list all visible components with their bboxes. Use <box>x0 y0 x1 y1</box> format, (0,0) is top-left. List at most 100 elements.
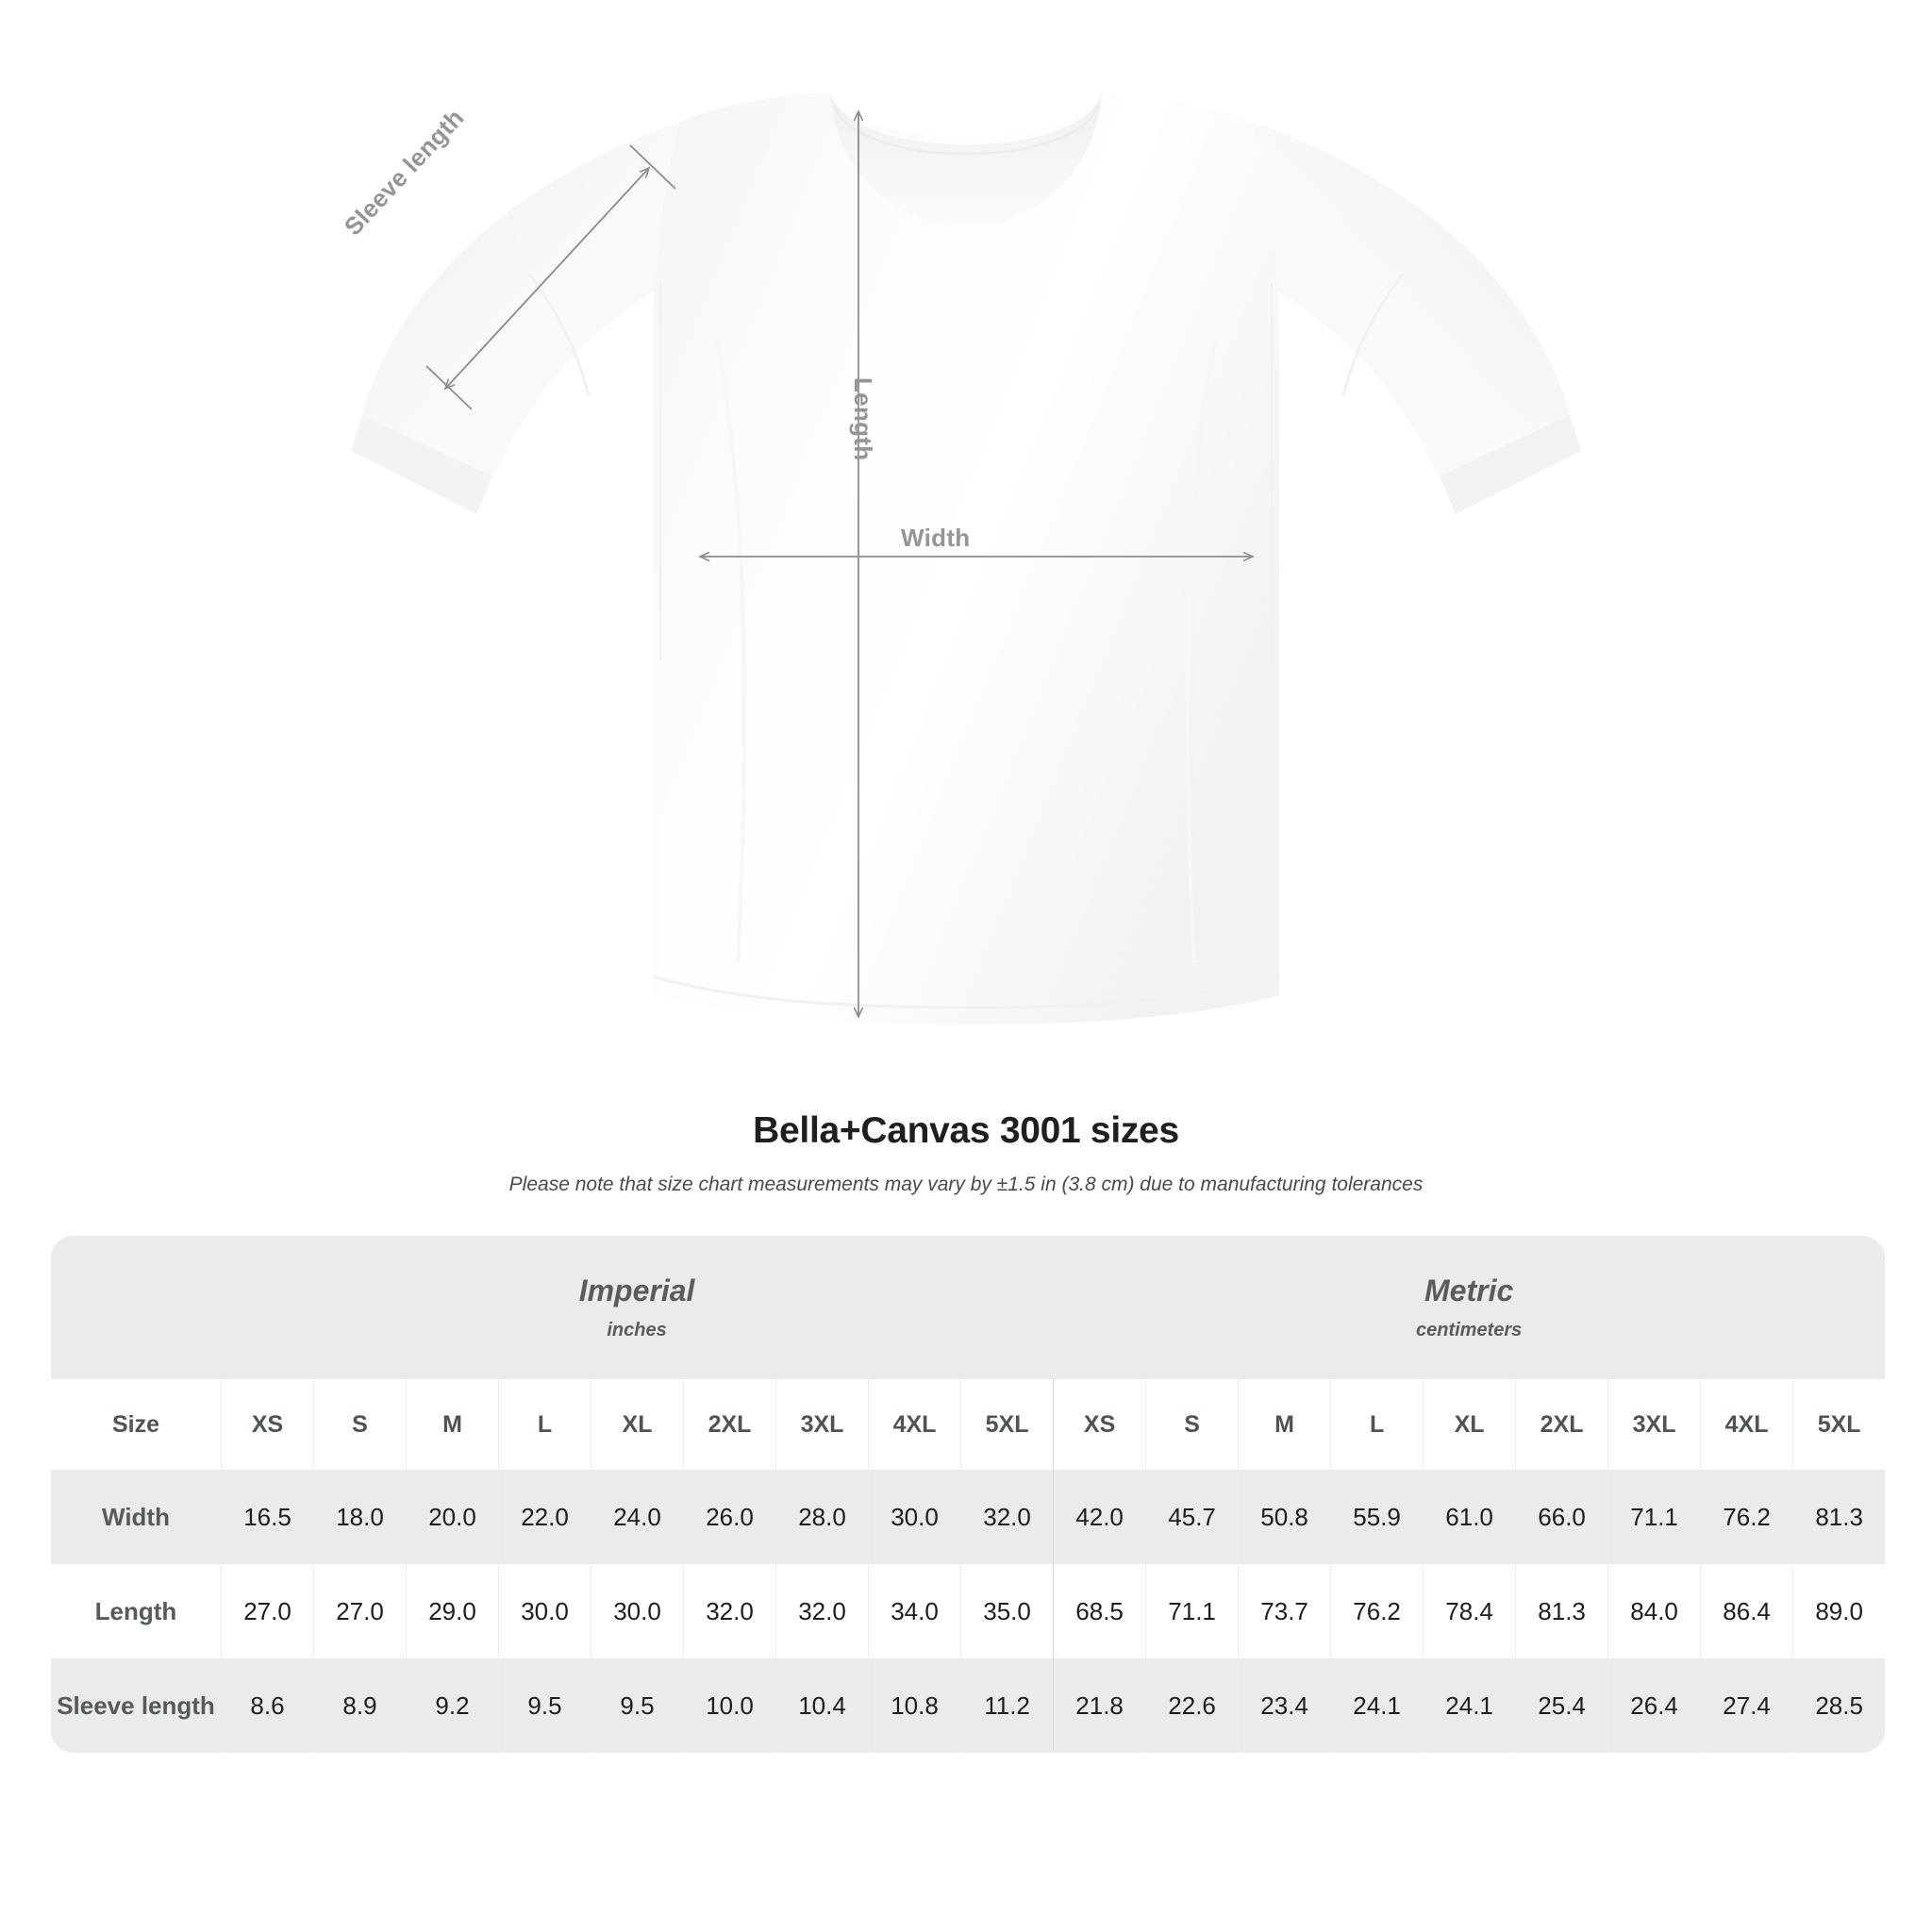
tolerance-note: Please note that size chart measurements… <box>508 1173 1424 1195</box>
size-header-imperial-l: L <box>498 1379 591 1471</box>
measurement-lines <box>425 111 1253 1017</box>
size-table-wrapper: Imperial inches Metric centimeters Size … <box>51 1236 1886 1754</box>
cell-width-imperial-3xl: 28.0 <box>775 1470 868 1565</box>
cell-length-imperial-xs: 27.0 <box>221 1564 313 1659</box>
row-label-width: Width <box>51 1470 221 1565</box>
sleeve-tick-bottom <box>425 365 473 410</box>
cell-sleeve-imperial-5xl: 11.2 <box>960 1658 1054 1754</box>
cell-width-metric-3xl: 71.1 <box>1607 1470 1701 1565</box>
table-row-sleeve-length: Sleeve length 8.6 8.9 9.2 9.5 9.5 10.0 1… <box>51 1658 1886 1754</box>
cell-sleeve-imperial-xs: 8.6 <box>221 1658 313 1754</box>
row-label-length: Length <box>51 1564 221 1659</box>
unit-name-imperial: Imperial <box>578 1274 695 1308</box>
cell-length-imperial-m: 29.0 <box>406 1564 498 1659</box>
sleeve-length-dimension-line <box>445 168 649 389</box>
unit-header-imperial: Imperial inches <box>221 1236 1054 1380</box>
sleeve-tick-top <box>629 144 676 190</box>
cell-width-metric-s: 45.7 <box>1145 1470 1239 1565</box>
unit-header-metric: Metric centimeters <box>1053 1236 1886 1380</box>
cell-width-metric-m: 50.8 <box>1238 1470 1331 1565</box>
cell-sleeve-imperial-4xl: 10.8 <box>868 1658 960 1754</box>
unit-header-row: Imperial inches Metric centimeters <box>51 1236 1886 1380</box>
cell-sleeve-metric-3xl: 26.4 <box>1607 1658 1701 1754</box>
page-title: Bella+Canvas 3001 sizes <box>753 1110 1179 1151</box>
cell-sleeve-imperial-2xl: 10.0 <box>683 1658 775 1754</box>
width-label: Width <box>901 524 971 552</box>
cell-width-imperial-4xl: 30.0 <box>868 1470 960 1565</box>
unit-header-spacer <box>51 1236 221 1380</box>
cell-width-metric-4xl: 76.2 <box>1700 1470 1793 1565</box>
cell-sleeve-imperial-3xl: 10.4 <box>775 1658 868 1754</box>
cell-sleeve-metric-2xl: 25.4 <box>1515 1658 1608 1754</box>
unit-sub-metric: centimeters <box>1415 1319 1523 1341</box>
cell-length-imperial-4xl: 34.0 <box>868 1564 960 1659</box>
cell-width-imperial-xs: 16.5 <box>221 1470 313 1565</box>
cell-width-imperial-xl: 24.0 <box>591 1470 683 1565</box>
size-header-imperial-m: M <box>406 1379 498 1471</box>
length-label: Length <box>849 377 877 461</box>
cell-width-imperial-l: 22.0 <box>498 1470 591 1565</box>
row-label-sleeve-length: Sleeve length <box>51 1658 221 1754</box>
tshirt-shape <box>351 92 1581 1024</box>
cell-length-metric-xl: 78.4 <box>1423 1564 1516 1659</box>
cell-width-metric-2xl: 66.0 <box>1515 1470 1608 1565</box>
cell-width-metric-xl: 61.0 <box>1423 1470 1516 1565</box>
cell-sleeve-imperial-s: 8.9 <box>313 1658 406 1754</box>
size-header-metric-3xl: 3XL <box>1607 1379 1701 1471</box>
size-header-imperial-5xl: 5XL <box>960 1379 1054 1471</box>
size-header-metric-xs: XS <box>1053 1379 1146 1471</box>
cell-length-imperial-l: 30.0 <box>498 1564 591 1659</box>
size-header-imperial-3xl: 3XL <box>775 1379 868 1471</box>
cell-sleeve-metric-xs: 21.8 <box>1053 1658 1146 1754</box>
cell-length-metric-m: 73.7 <box>1238 1564 1331 1659</box>
cell-width-metric-xs: 42.0 <box>1053 1470 1146 1565</box>
cell-length-imperial-3xl: 32.0 <box>775 1564 868 1659</box>
cell-sleeve-imperial-xl: 9.5 <box>591 1658 683 1754</box>
cell-length-metric-5xl: 89.0 <box>1792 1564 1886 1659</box>
cell-width-imperial-2xl: 26.0 <box>683 1470 775 1565</box>
cell-width-metric-l: 55.9 <box>1330 1470 1424 1565</box>
cell-width-metric-5xl: 81.3 <box>1792 1470 1886 1565</box>
cell-sleeve-metric-m: 23.4 <box>1238 1658 1331 1754</box>
size-header-imperial-s: S <box>313 1379 406 1471</box>
size-header-imperial-xl: XL <box>591 1379 683 1471</box>
size-header-metric-5xl: 5XL <box>1792 1379 1886 1471</box>
size-header-metric-4xl: 4XL <box>1700 1379 1793 1471</box>
unit-sub-imperial: inches <box>607 1319 667 1341</box>
cell-sleeve-metric-4xl: 27.4 <box>1700 1658 1793 1754</box>
cell-length-metric-l: 76.2 <box>1330 1564 1424 1659</box>
size-header-imperial-2xl: 2XL <box>683 1379 775 1471</box>
size-header-metric-l: L <box>1330 1379 1424 1471</box>
unit-name-metric: Metric <box>1424 1274 1514 1308</box>
tshirt-diagram-svg <box>351 92 1581 1024</box>
cell-length-metric-2xl: 81.3 <box>1515 1564 1608 1659</box>
cell-length-metric-s: 71.1 <box>1145 1564 1239 1659</box>
size-header-metric-2xl: 2XL <box>1515 1379 1608 1471</box>
size-header-label: Size <box>51 1379 221 1471</box>
cell-length-imperial-2xl: 32.0 <box>683 1564 775 1659</box>
size-header-imperial-xs: XS <box>221 1379 313 1471</box>
cell-width-imperial-m: 20.0 <box>406 1470 498 1565</box>
cell-sleeve-imperial-l: 9.5 <box>498 1658 591 1754</box>
cell-length-imperial-xl: 30.0 <box>591 1564 683 1659</box>
table-row-length: Length 27.0 27.0 29.0 30.0 30.0 32.0 32.… <box>51 1564 1886 1659</box>
tshirt-illustration: Sleeve length Length Width <box>339 92 1581 1024</box>
cell-width-imperial-5xl: 32.0 <box>960 1470 1054 1565</box>
cell-sleeve-imperial-m: 9.2 <box>406 1658 498 1754</box>
size-header-row: Size XS S M L XL 2XL 3XL 4XL 5XL XS S M … <box>51 1379 1886 1471</box>
cell-length-imperial-s: 27.0 <box>313 1564 406 1659</box>
size-header-metric-m: M <box>1238 1379 1331 1471</box>
cell-sleeve-metric-5xl: 28.5 <box>1792 1658 1886 1754</box>
size-header-metric-s: S <box>1145 1379 1239 1471</box>
table-row-width: Width 16.5 18.0 20.0 22.0 24.0 26.0 28.0… <box>51 1470 1886 1565</box>
cell-sleeve-metric-l: 24.1 <box>1330 1658 1424 1754</box>
cell-length-metric-3xl: 84.0 <box>1607 1564 1701 1659</box>
cell-width-imperial-s: 18.0 <box>313 1470 406 1565</box>
cell-sleeve-metric-s: 22.6 <box>1145 1658 1239 1754</box>
cell-length-imperial-5xl: 35.0 <box>960 1564 1054 1659</box>
cell-length-metric-xs: 68.5 <box>1053 1564 1146 1659</box>
cell-sleeve-metric-xl: 24.1 <box>1423 1658 1516 1754</box>
cell-length-metric-4xl: 86.4 <box>1700 1564 1793 1659</box>
size-chart-table: Imperial inches Metric centimeters Size … <box>51 1236 1886 1754</box>
size-header-metric-xl: XL <box>1423 1379 1516 1471</box>
